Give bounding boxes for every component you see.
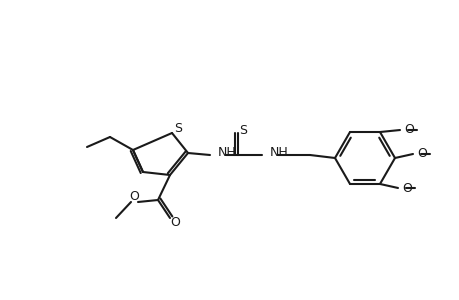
Text: O: O [170,215,179,229]
Text: O: O [416,146,426,160]
Text: NH: NH [269,146,288,158]
Text: O: O [401,182,411,196]
Text: S: S [239,124,246,136]
Text: NH: NH [218,146,236,158]
Text: O: O [403,122,413,136]
Text: O: O [129,190,139,203]
Text: S: S [174,122,182,134]
